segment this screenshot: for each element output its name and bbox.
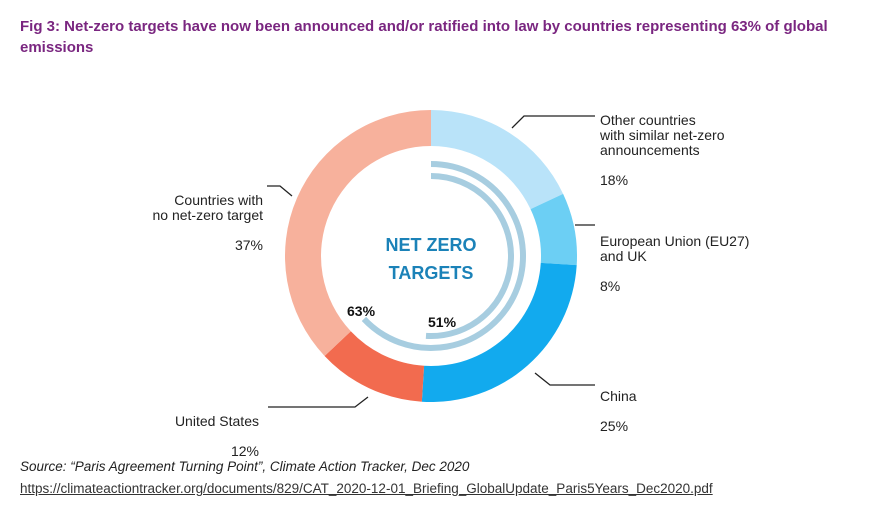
slice-label-no-target: Countries with no net-zero target 37%	[152, 178, 263, 253]
center-line-2: TARGETS	[388, 263, 474, 283]
slice-label-text: European Union (EU27) and UK	[600, 233, 750, 264]
inner-arc-63-label: 63%	[347, 303, 376, 319]
slice-label-text: Countries with no net-zero target	[152, 192, 263, 223]
slice-label-other-countries: Other countries with similar net-zero an…	[600, 98, 724, 188]
slice-other-countries	[431, 110, 564, 210]
leader-line	[511, 115, 595, 129]
slice-united-states	[324, 331, 425, 402]
slice-label-china: China 25%	[600, 374, 637, 434]
slice-value: 25%	[600, 418, 629, 434]
source-link[interactable]: https://climateactiontracker.org/documen…	[20, 481, 713, 496]
inner-arc-63	[361, 161, 526, 351]
slice-value: 8%	[600, 278, 621, 294]
center-line-1: NET ZERO	[385, 235, 477, 255]
chart-title: Fig 3: Net-zero targets have now been an…	[20, 18, 828, 56]
slice-value: 12%	[230, 443, 259, 459]
inner-arc-51	[425, 173, 514, 339]
slice-value: 37%	[234, 237, 263, 253]
center-label: NET ZERO TARGETS	[361, 231, 501, 287]
slice-label-united-states: United States 12%	[175, 399, 259, 459]
slice-label-text: China	[600, 388, 637, 404]
slice-european-union-eu27	[530, 193, 577, 266]
slice-label-text: United States	[174, 413, 259, 429]
slice-china	[421, 262, 577, 402]
slice-countries-with	[285, 110, 431, 356]
inner-arc-51-label: 51%	[428, 314, 457, 330]
slice-value: 18%	[600, 172, 629, 188]
slice-label-eu-uk: European Union (EU27) and UK 8%	[600, 219, 749, 294]
leader-line	[267, 185, 293, 197]
leader-line	[268, 396, 369, 408]
leader-line	[534, 372, 595, 386]
slice-label-text: Other countries with similar net-zero an…	[600, 112, 725, 158]
source-note: Source: “Paris Agreement Turning Point”,…	[20, 459, 470, 474]
